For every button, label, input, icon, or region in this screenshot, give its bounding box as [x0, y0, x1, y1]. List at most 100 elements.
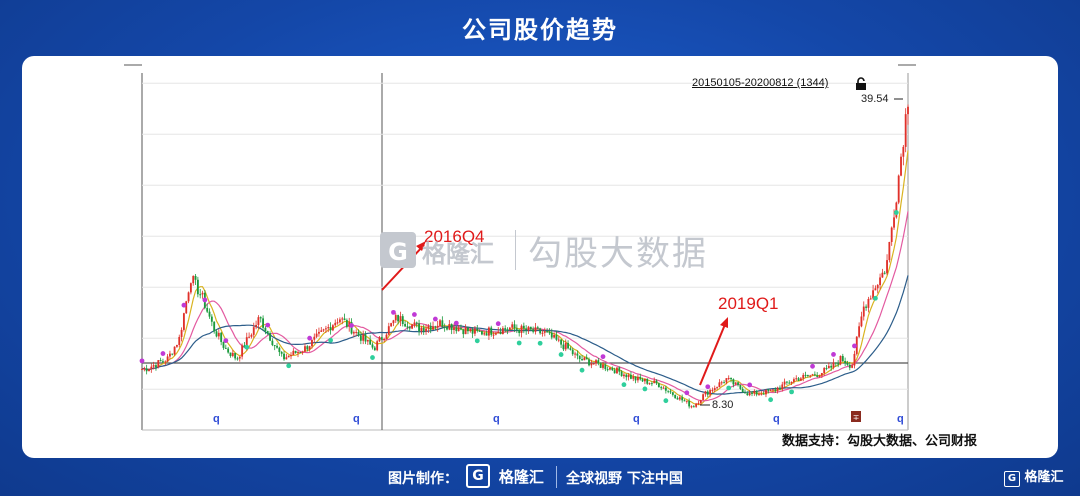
candle-body — [294, 350, 297, 353]
candle-body — [450, 323, 453, 331]
candle-body — [846, 363, 849, 365]
candle-body — [655, 380, 658, 384]
moving-average-line — [141, 211, 909, 402]
credit-brand: 格隆汇 — [498, 467, 544, 486]
signal-marker — [852, 343, 857, 349]
candle-body — [895, 202, 898, 218]
signal-marker — [244, 344, 250, 350]
candle-body — [790, 381, 793, 384]
candle-body — [448, 323, 451, 330]
candle-body — [520, 325, 523, 334]
candle-body — [325, 328, 327, 330]
candle-body — [269, 333, 271, 341]
candle-body — [786, 381, 788, 383]
watermark-text: 勾股大数据 — [528, 234, 708, 274]
candle-body — [206, 307, 209, 312]
candle-body — [646, 378, 649, 384]
candle-body — [238, 356, 241, 359]
signal-marker — [726, 385, 732, 391]
candle-body — [774, 389, 777, 391]
candle-body — [406, 326, 409, 328]
candle-body — [799, 378, 802, 381]
candle-body — [716, 387, 719, 389]
candle-body — [734, 382, 737, 385]
candle-body — [471, 329, 474, 334]
candle-body — [536, 327, 539, 329]
annotation-2019q1: 2019Q1 — [718, 294, 779, 313]
candle-body — [609, 367, 611, 370]
candle-body — [490, 327, 493, 335]
signal-marker — [391, 309, 396, 315]
svg-text:∓: ∓ — [853, 413, 860, 422]
candle-body — [823, 368, 826, 373]
signal-marker — [432, 316, 438, 322]
candle-body — [732, 379, 735, 385]
candle-body — [280, 352, 283, 354]
candle-body — [292, 350, 295, 356]
candle-body — [723, 382, 725, 384]
candle-body — [155, 365, 157, 368]
candle-body — [213, 321, 216, 332]
candle-body — [185, 301, 188, 314]
annotation-2016q4: 2016Q4 — [424, 227, 485, 246]
signal-marker — [768, 397, 774, 403]
signal-marker — [349, 323, 354, 328]
candle-body — [362, 334, 365, 341]
candle-body — [634, 376, 637, 381]
signal-marker — [621, 382, 627, 388]
corner-brand: 格隆汇 — [1024, 470, 1064, 485]
candle-body — [592, 363, 595, 365]
candle-body — [266, 331, 269, 334]
signal-marker — [558, 352, 564, 357]
candle-body — [585, 357, 588, 360]
bottom-bar: 图片制作： G 格隆汇 全球视野 下注中国 G 格隆汇 — [0, 462, 1080, 496]
candle-body — [739, 384, 742, 389]
candle-body — [900, 156, 902, 176]
candle-body — [492, 334, 495, 336]
candle-body — [718, 382, 721, 388]
candle-body — [571, 349, 574, 355]
candle-body — [364, 334, 367, 342]
candle-body — [683, 400, 686, 402]
candle-body — [753, 390, 756, 394]
candle-body — [818, 375, 821, 377]
candle-body — [257, 317, 260, 325]
candle-body — [867, 299, 870, 308]
candle-body — [725, 378, 728, 383]
candle-body — [713, 388, 716, 391]
signal-marker — [474, 338, 480, 344]
quarter-marker: q — [633, 413, 640, 425]
candle-body — [730, 377, 732, 380]
candle-body — [182, 313, 185, 330]
candle-body — [341, 318, 344, 320]
candle-body — [588, 359, 590, 366]
candle-body — [699, 400, 702, 404]
candle-body — [515, 328, 518, 330]
candle-body — [455, 327, 458, 332]
lock-icon[interactable] — [855, 77, 867, 90]
candle-body — [397, 315, 400, 322]
candle-body — [150, 366, 153, 370]
candle-body — [427, 326, 430, 329]
candle-body — [418, 323, 420, 332]
candle-body — [250, 334, 253, 337]
candle-body — [706, 391, 709, 395]
candle-body — [599, 363, 602, 368]
candle-body — [541, 332, 544, 334]
candle-body — [704, 391, 707, 395]
candle-body — [758, 393, 760, 395]
candle-body — [809, 375, 812, 377]
candle-body — [653, 380, 656, 384]
candle-body — [825, 368, 828, 370]
candle-body — [248, 336, 251, 338]
candle-body — [383, 338, 386, 340]
signal-marker — [705, 384, 711, 390]
candle-body — [760, 393, 763, 395]
candle-body — [227, 348, 230, 353]
candle-body — [415, 322, 418, 324]
candle-body — [855, 336, 858, 354]
candle-body — [792, 379, 795, 382]
candle-body — [201, 292, 204, 295]
candle-body — [525, 328, 528, 331]
